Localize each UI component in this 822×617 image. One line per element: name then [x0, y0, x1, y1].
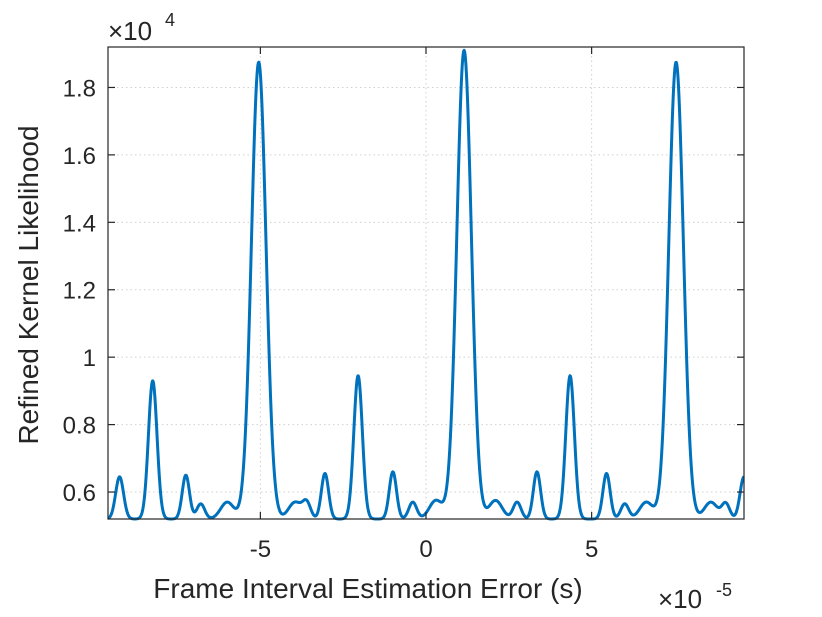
y-multiplier-exponent: 4	[165, 10, 175, 30]
y-axis-label: Refined Kernel Likelihood	[13, 125, 44, 444]
y-tick-label: 1	[83, 345, 96, 372]
y-tick-label: 1.8	[63, 75, 96, 102]
x-multiplier: ×10 -5	[658, 580, 732, 614]
x-tick-label: 5	[585, 536, 598, 563]
y-multiplier-base: ×10	[108, 16, 152, 46]
x-tick-label: 0	[419, 536, 432, 563]
plot-background	[108, 47, 744, 519]
y-axis-ticks: 0.6 0.8 1 1.2 1.4 1.6 1.8	[63, 75, 744, 507]
y-tick-label: 1.2	[63, 278, 96, 305]
y-tick-label: 0.8	[63, 413, 96, 440]
y-tick-label: 0.6	[63, 480, 96, 507]
x-axis-ticks: -5 0 5	[250, 47, 598, 563]
y-tick-label: 1.6	[63, 143, 96, 170]
y-tick-label: 1.4	[63, 210, 96, 237]
x-axis-label: Frame Interval Estimation Error (s)	[153, 573, 582, 604]
x-multiplier-exponent: -5	[716, 580, 732, 600]
y-multiplier: ×10 4	[108, 10, 175, 46]
x-tick-label: -5	[250, 536, 271, 563]
x-multiplier-base: ×10	[658, 584, 702, 614]
